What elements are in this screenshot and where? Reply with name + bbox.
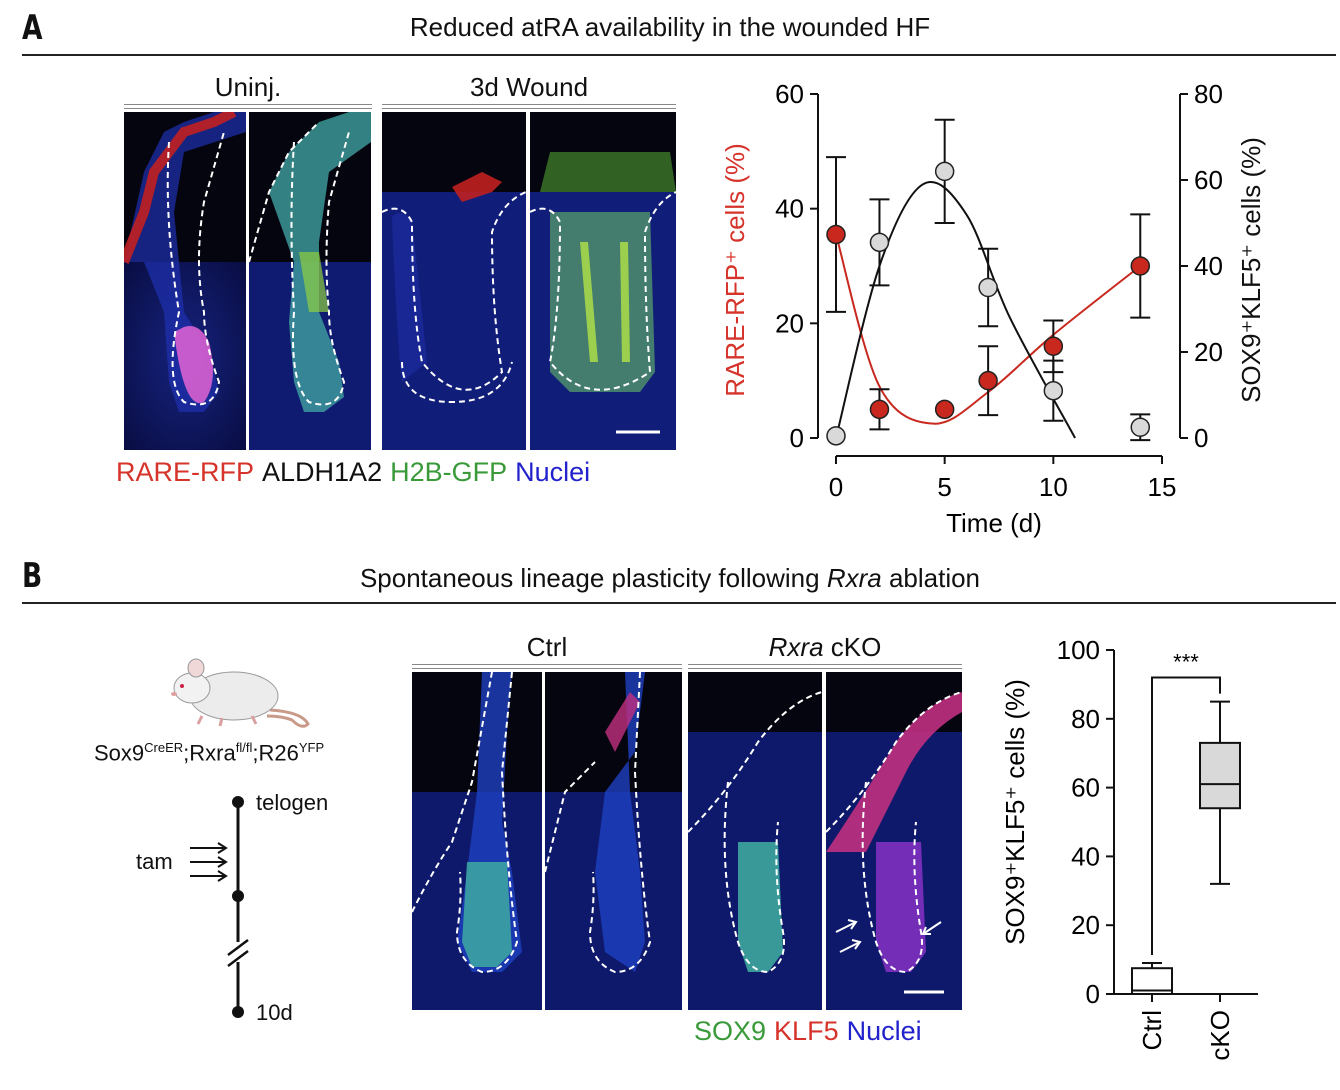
chart-a-rare-point xyxy=(1043,336,1064,357)
genotype-sup2: fl/fl xyxy=(235,740,253,755)
legend-nuclei-a: Nuclei xyxy=(515,457,591,487)
chart-a-ytick-label-right: 80 xyxy=(1194,79,1223,109)
chart-a-ytick-label-left: 0 xyxy=(790,423,804,453)
genotype-sup3: YFP xyxy=(298,740,325,755)
timeline-label-tam: tam xyxy=(136,849,173,874)
legend-nuclei-b: Nuclei xyxy=(846,1016,922,1046)
legend-klf5: KLF5 xyxy=(774,1016,839,1046)
chart-b-ylabel: SOX9⁺KLF5⁺ cells (%) xyxy=(1000,679,1030,945)
legend-sox9: SOX9 xyxy=(694,1016,767,1046)
chart-b-ytick-label: 20 xyxy=(1071,910,1100,940)
chart-a-ytick-label-right: 40 xyxy=(1194,251,1223,281)
chart-a: 0 20 40 60 0 20 40 60 80 0 5 10 15 Time (d) RARE-RFP… xyxy=(720,79,1266,538)
arrow-icon xyxy=(835,919,942,953)
legend-aldh1a2: ALDH1A2 xyxy=(262,457,383,487)
timeline-label-telogen: telogen xyxy=(256,790,329,815)
mouse-icon xyxy=(171,658,310,728)
chart-a-rare-point xyxy=(934,399,955,420)
panel-a-letter: A xyxy=(22,8,43,48)
group-label-uninj: Uninj. xyxy=(214,72,282,102)
group-line-uninj xyxy=(124,104,372,109)
chart-b-xtick-label: Ctrl xyxy=(1137,1010,1167,1050)
panel-b-title-prefix: Spontaneous lineage plasticity following xyxy=(359,563,827,593)
chart-a-rare-point xyxy=(869,399,890,420)
genotype-base1: Sox9 xyxy=(94,740,145,766)
micrograph-cko-sox9 xyxy=(688,672,822,1010)
group-label-cko-italic: Rxra xyxy=(768,632,824,662)
genotype-base3: ;R26 xyxy=(252,740,299,766)
chart-a-sox-point xyxy=(978,277,998,298)
chart-a-fit-sox xyxy=(835,181,1076,439)
group-label-cko: Rxra cKO xyxy=(688,632,962,663)
chart-b-ytick-label: 80 xyxy=(1071,704,1100,734)
chart-a-xtick-label: 0 xyxy=(829,472,843,502)
group-line-ctrl xyxy=(412,664,682,669)
chart-a-rare-point xyxy=(1130,256,1151,276)
genotype-sup1: CreER xyxy=(144,740,184,755)
panel-b-legend: SOX9 KLF5 Nuclei xyxy=(694,1016,930,1047)
group-line-3d-wound xyxy=(382,104,676,109)
chart-a-ytick-label-left: 40 xyxy=(775,194,804,224)
micrograph-cko-klf5 xyxy=(826,672,962,1010)
timeline-dot-tam xyxy=(232,890,244,902)
group-label-cko-rest: cKO xyxy=(823,632,882,662)
chart-a-sox-point xyxy=(826,426,846,446)
legend-h2b-gfp: H2B-GFP xyxy=(390,457,508,487)
chart-a-rare-point xyxy=(978,370,998,391)
panel-a-rule xyxy=(22,54,1336,56)
chart-b-significance: *** xyxy=(1173,650,1199,675)
panel-b-title-italic: Rxra xyxy=(826,563,882,593)
chart-a-ytick-label-left: 20 xyxy=(775,308,804,338)
chart-b-xtick-label: cKO xyxy=(1205,1010,1235,1061)
micrograph-uninj-gfp xyxy=(249,112,371,450)
group-label-ctrl: Ctrl xyxy=(526,632,568,662)
chart-a-ytick-label-right: 60 xyxy=(1194,165,1223,195)
chart-a-sox-point xyxy=(869,232,890,253)
chart-a-xlabel: Time (d) xyxy=(946,508,1042,538)
timeline-label-10d: 10d xyxy=(256,1000,293,1025)
chart-a-ytick-label-right: 0 xyxy=(1194,423,1208,453)
tam-arrows-icon xyxy=(190,842,228,882)
chart-a-sox-point xyxy=(1130,417,1151,437)
chart-b-ytick-label: 40 xyxy=(1071,841,1100,871)
panel-b-rule xyxy=(22,602,1336,604)
group-line-cko xyxy=(688,664,962,669)
panel-b-title-suffix: ablation xyxy=(881,563,981,593)
chart-a-xtick-label: 10 xyxy=(1039,472,1068,502)
micrograph-ctrl-sox9 xyxy=(412,672,542,1010)
micrograph-wound-rfp xyxy=(382,112,526,450)
chart-a-ylabel-right: SOX9⁺KLF5⁺ cells (%) xyxy=(1236,137,1266,403)
chart-a-sox-point xyxy=(1043,380,1064,401)
micrograph-wound-gfp xyxy=(530,112,676,450)
chart-b-ytick-label: 60 xyxy=(1071,773,1100,803)
micrograph-ctrl-klf5 xyxy=(545,672,682,1010)
micrograph-uninj-rfp xyxy=(124,112,246,450)
panel-a-legend: RARE-RFP ALDH1A2 H2B-GFP Nuclei xyxy=(116,457,598,488)
chart-a-ytick-label-right: 20 xyxy=(1194,337,1223,367)
chart-b-ytick-label: 100 xyxy=(1057,635,1100,665)
legend-rare-rfp: RARE-RFP xyxy=(116,457,255,487)
chart-a-sox-point xyxy=(934,161,955,182)
genotype-label: Sox9CreER;Rxrafl/fl;R26YFP xyxy=(94,740,324,766)
chart-a-rare-point xyxy=(826,224,846,245)
chart-a-xtick-label: 15 xyxy=(1148,472,1177,502)
timeline xyxy=(227,796,249,1018)
chart-b: 0 20 40 60 80 100 Ctrl cKO *** SOX9⁺KLF5⁺ cells… xyxy=(1000,635,1258,1061)
panel-b-letter: B xyxy=(22,556,43,596)
chart-b-ytick-label: 0 xyxy=(1086,979,1100,1009)
timeline-dot-10d xyxy=(232,1006,244,1018)
timeline-dot-telogen xyxy=(232,796,244,808)
group-label-3d-wound: 3d Wound xyxy=(469,72,589,102)
chart-a-ylabel-left: RARE-RFP⁺ cells (%) xyxy=(720,143,750,397)
chart-b-box-cko xyxy=(1199,741,1241,810)
panel-b-title: Spontaneous lineage plasticity following… xyxy=(0,563,1340,594)
genotype-base2: ;Rxra xyxy=(183,740,236,766)
panel-a-title: Reduced atRA availability in the wounded… xyxy=(409,12,931,42)
chart-a-xtick-label: 5 xyxy=(937,472,951,502)
chart-b-sig-bracket xyxy=(1151,676,1221,956)
chart-a-ytick-label-left: 60 xyxy=(775,79,804,109)
chart-a-fit-rare xyxy=(835,234,1141,425)
